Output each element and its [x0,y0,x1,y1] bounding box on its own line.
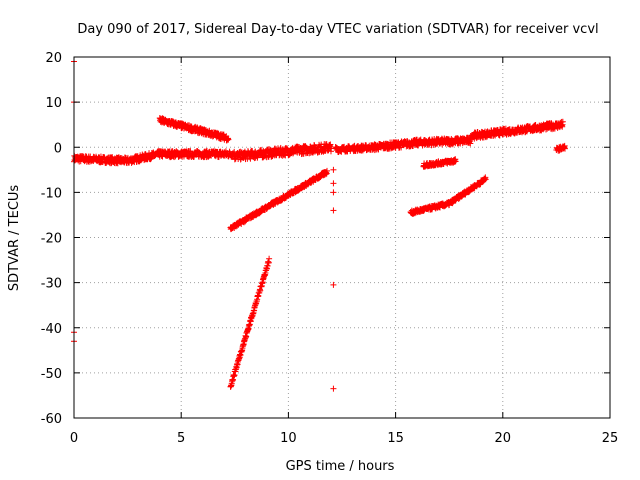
y-tick-label: -60 [41,412,62,427]
y-tick-labels: -60 -50 -40 -30 -20 -10 0 10 20 [41,51,62,427]
y-tick-label: 20 [45,51,62,66]
y-tick-label: -10 [41,186,62,201]
y-tick-label: 0 [54,141,62,156]
x-tick-label: 0 [70,431,78,446]
data-point [330,385,337,392]
x-tick-label: 10 [280,431,297,446]
y-axis-label: SDTVAR / TECUs [7,185,22,292]
data-points [71,58,568,392]
x-tick-label: 15 [387,431,404,446]
y-tick-label: -30 [41,277,62,292]
grid [74,57,610,418]
y-tick-label: -50 [41,367,62,382]
x-tick-label: 25 [602,431,619,446]
data-point [330,189,337,196]
data-point [330,207,337,214]
x-tick-label: 20 [495,431,512,446]
x-tick-labels: 0 5 10 15 20 25 [70,431,618,446]
y-tick-label: -40 [41,322,62,337]
data-point [330,281,337,288]
data-point [330,166,337,173]
chart-title: Day 090 of 2017, Sidereal Day-to-day VTE… [77,22,598,37]
data-point [266,255,273,262]
y-tick-label: 10 [45,96,62,111]
x-tick-label: 5 [177,431,185,446]
y-tick-label: -20 [41,232,62,247]
x-axis-label: GPS time / hours [286,459,395,474]
data-point [330,180,337,187]
